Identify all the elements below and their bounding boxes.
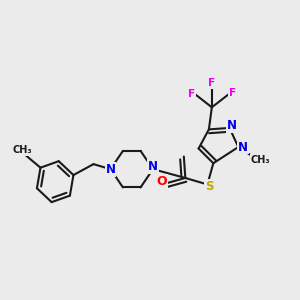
Text: N: N (148, 160, 158, 173)
Text: F: F (188, 89, 195, 99)
Text: O: O (157, 175, 167, 188)
Text: N: N (238, 141, 248, 154)
Text: N: N (106, 163, 116, 176)
Text: CH₃: CH₃ (13, 145, 32, 155)
Text: S: S (205, 180, 213, 193)
Text: F: F (208, 78, 215, 88)
Text: F: F (229, 88, 236, 98)
Text: N: N (227, 119, 237, 132)
Text: CH₃: CH₃ (251, 155, 271, 165)
